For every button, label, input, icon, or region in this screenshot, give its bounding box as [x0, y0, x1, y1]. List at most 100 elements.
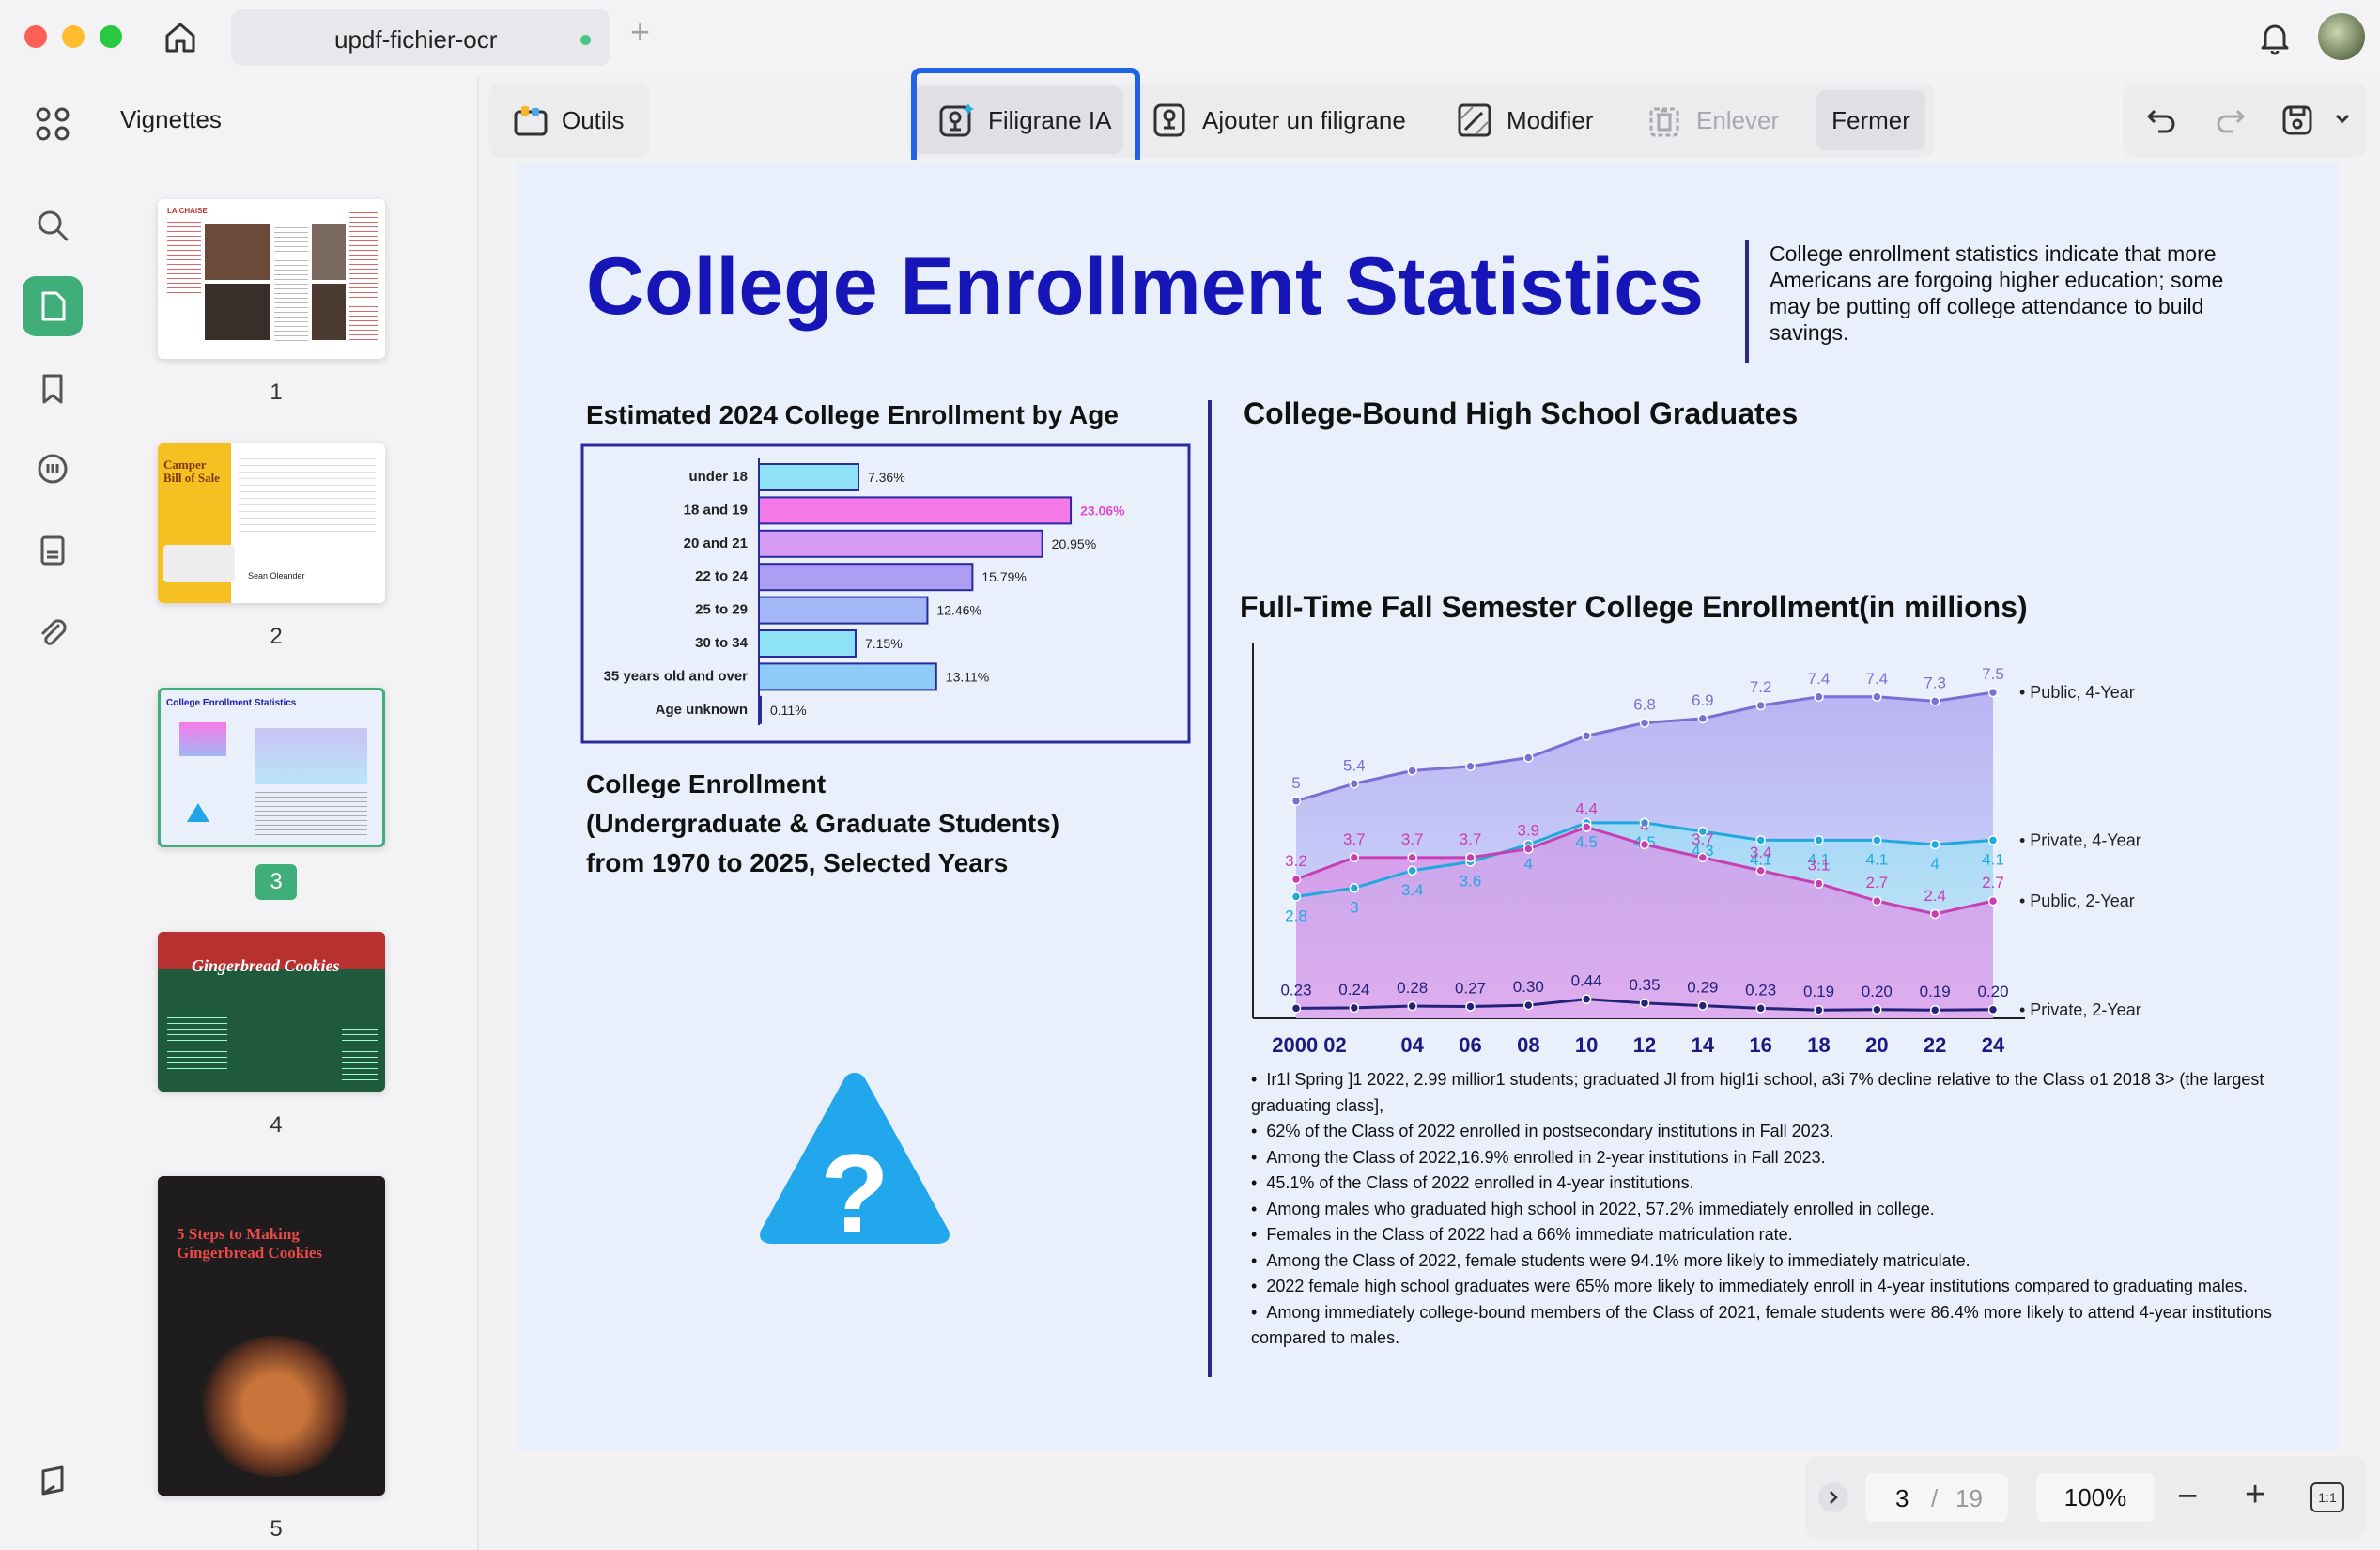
data-label: 0.30 — [1513, 978, 1544, 996]
tool-rail — [0, 77, 105, 1550]
data-point — [1814, 691, 1824, 702]
x-tick-label: 12 — [1633, 1033, 1656, 1057]
x-tick-label: 18 — [1807, 1033, 1830, 1057]
remove-watermark-button[interactable]: Enlever — [1646, 83, 1779, 158]
comment-icon[interactable] — [23, 440, 83, 500]
thumbnail-page-5[interactable]: 5 Steps to Making Gingerbread Cookies — [158, 1176, 385, 1496]
data-point — [1872, 835, 1882, 845]
thumbnail-page-number-active: 3 — [255, 864, 297, 900]
series-legend-label: • Public, 2-Year — [2019, 891, 2135, 910]
bookmark-icon[interactable] — [23, 359, 83, 419]
thumbnails-panel-title: Vignettes — [120, 105, 222, 133]
edit-watermark-button[interactable]: Modifier — [1456, 83, 1593, 158]
grid-icon[interactable] — [23, 94, 83, 154]
data-point — [1755, 835, 1766, 845]
thumbnails-panel: Vignettes LA CHAISE 1 Camper Bill of Sal… — [105, 77, 569, 1550]
fact-item: • Among the Class of 2022, female studen… — [1251, 1250, 1970, 1270]
data-label: 0.20 — [1862, 983, 1893, 1000]
data-point — [1581, 994, 1592, 1004]
bar-category-label: 22 to 24 — [695, 568, 749, 584]
enrollment-heading-line: College Enrollment — [586, 769, 827, 798]
document-tab-label: updf-fichier-ocr — [334, 25, 498, 54]
bar-value-label: 7.36% — [868, 470, 905, 485]
data-label: 7.4 — [1808, 670, 1831, 688]
data-point — [1523, 844, 1534, 854]
x-tick-label: 10 — [1575, 1033, 1598, 1057]
page-number-field[interactable]: 3 / 19 — [1865, 1473, 2008, 1522]
saved-status-dot — [580, 35, 591, 45]
thumbnail-page-1[interactable]: LA CHAISE — [158, 199, 385, 359]
data-point — [1290, 1003, 1302, 1014]
home-icon[interactable] — [160, 17, 201, 58]
zoom-out-button[interactable]: − — [2177, 1477, 2199, 1516]
redo-icon[interactable] — [2211, 101, 2249, 144]
thumbnail-page-number: 2 — [270, 624, 283, 649]
edit-watermark-label: Modifier — [1507, 105, 1594, 134]
data-label: 4.1 — [1982, 850, 2004, 868]
chevron-down-icon[interactable] — [2331, 107, 2354, 134]
data-point — [1872, 1004, 1882, 1015]
remove-watermark-label: Enlever — [1696, 105, 1780, 134]
data-point — [1929, 908, 1940, 920]
bell-icon[interactable] — [2254, 17, 2295, 58]
undo-icon[interactable] — [2143, 101, 2181, 144]
data-point — [1755, 700, 1766, 711]
zoom-level[interactable]: 100% — [2036, 1473, 2155, 1522]
data-point — [1987, 895, 1999, 907]
bar — [758, 596, 929, 625]
bar-category-label: 30 to 34 — [695, 635, 749, 651]
layers-icon[interactable] — [23, 1450, 83, 1511]
watermark-icon — [1153, 103, 1185, 137]
zoom-in-button[interactable]: + — [2245, 1475, 2266, 1514]
data-label: 3.7 — [1343, 830, 1366, 848]
add-watermark-button[interactable]: Ajouter un filigrane — [1151, 83, 1406, 158]
user-avatar[interactable] — [2318, 13, 2365, 60]
data-point — [1581, 731, 1592, 741]
minimize-window-button[interactable] — [62, 25, 85, 48]
data-label: 0.19 — [1803, 983, 1834, 1000]
data-point — [1697, 1000, 1708, 1011]
data-point — [1987, 1004, 1999, 1015]
actual-size-button[interactable]: 1:1 — [2310, 1482, 2344, 1512]
search-icon[interactable] — [23, 195, 83, 256]
data-point — [1349, 779, 1360, 789]
chevron-right-icon[interactable] — [1818, 1482, 1848, 1512]
attachment-icon[interactable] — [23, 603, 83, 663]
fact-item: • Ir1l Spring ]1 2022, 2.99 millior1 stu… — [1251, 1070, 2264, 1115]
document-tab[interactable]: updf-fichier-ocr — [231, 9, 610, 66]
page-icon[interactable] — [23, 520, 83, 581]
data-label: 6.9 — [1692, 691, 1714, 709]
save-icon[interactable] — [2279, 101, 2316, 144]
ai-watermark-icon — [939, 103, 974, 137]
data-label: 2.8 — [1285, 907, 1307, 925]
bar-value-label: 0.11% — [770, 703, 807, 718]
new-tab-button[interactable]: + — [630, 12, 651, 51]
thumbnail-page-3[interactable]: College Enrollment Statistics — [158, 688, 385, 847]
thumbnail-page-4[interactable]: Gingerbread Cookies — [158, 932, 385, 1092]
x-tick-label: 14 — [1692, 1033, 1715, 1057]
data-point — [1349, 852, 1360, 863]
enrollment-heading-line: (Undergraduate & Graduate Students) — [586, 809, 1060, 838]
question-triangle-icon: ? — [760, 1073, 950, 1253]
close-window-button[interactable] — [24, 25, 47, 48]
data-point — [1814, 1004, 1824, 1015]
zoom-window-button[interactable] — [100, 25, 122, 48]
ai-watermark-button[interactable]: Filigrane IA — [937, 83, 1112, 158]
thumbnails-icon[interactable] — [23, 276, 83, 336]
bar-category-label: 35 years old and over — [604, 668, 749, 684]
fact-item: • Among the Class of 2022,16.9% enrolled… — [1251, 1147, 1826, 1167]
enrollment-heading-line: from 1970 to 2025, Selected Years — [586, 848, 1009, 877]
tools-button[interactable]: Outils — [513, 83, 624, 158]
data-point — [1755, 1003, 1766, 1014]
bar-category-label: 18 and 19 — [684, 502, 748, 518]
bar-value-label: 20.95% — [1052, 536, 1096, 551]
data-point — [1814, 835, 1824, 845]
data-point — [1987, 687, 1999, 698]
thumbnail-page-2[interactable]: Camper Bill of Sale Sean Oleander — [158, 443, 385, 603]
svg-text:?: ? — [820, 1131, 889, 1253]
data-point — [1872, 691, 1882, 702]
pdf-page: College Enrollment Statistics College en… — [517, 163, 2339, 1450]
data-point — [1639, 718, 1650, 728]
close-watermark-button[interactable]: Fermer — [1816, 90, 1925, 150]
data-point — [1407, 865, 1417, 876]
